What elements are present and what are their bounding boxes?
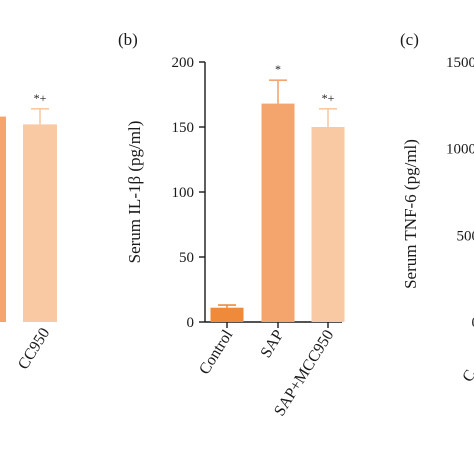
panel-c-y-tick-label-2: 1000 (446, 142, 474, 158)
panel-b-y-tick-label-2: 100 (172, 185, 195, 201)
panel-b-x-tick-label-1: SAP (257, 327, 287, 361)
panel-b-significance-2: *+ (322, 91, 335, 105)
panel-b: (b) 0 50 100 150 200 Serum IL-1β (pg/ml) * *+… (118, 30, 345, 419)
panel-b-significance-1: * (275, 62, 281, 76)
panel-a-significance-1: *+ (34, 91, 47, 105)
panel-b-y-tick-label-4: 200 (172, 55, 195, 71)
panel-a-bar-0 (0, 116, 6, 322)
panel-a: *+ CC950 (0, 91, 57, 373)
panel-b-y-tick-label-3: 150 (172, 120, 195, 136)
panel-c-y-tick-label-1: 500 (457, 228, 474, 244)
panel-a-bar-1 (23, 124, 57, 323)
panel-b-x-tick-label-0: Control (196, 327, 237, 378)
panel-c-x-tick-label: C (459, 367, 474, 385)
panel-c-y-tick-label-0: 0 (472, 315, 474, 331)
panel-a-x-tick-label: CC950 (15, 325, 53, 372)
panel-b-y-tick-label-1: 50 (179, 250, 194, 266)
panel-c: (c) Serum TNF-6 (pg/ml) 0 500 1000 1500 C (400, 30, 474, 385)
panel-c-label: (c) (400, 30, 419, 49)
panel-b-label: (b) (118, 30, 138, 49)
panel-c-y-axis-label: Serum TNF-6 (pg/ml) (401, 139, 420, 289)
panel-b-y-tick-label-0: 0 (187, 315, 195, 331)
panel-c-y-tick-label-3: 1500 (446, 55, 474, 71)
panel-b-y-axis-label: Serum IL-1β (pg/ml) (125, 121, 144, 264)
panel-b-bar-1 (261, 103, 295, 322)
panel-b-bar-2 (311, 127, 345, 322)
panel-b-bar-0 (210, 307, 244, 322)
